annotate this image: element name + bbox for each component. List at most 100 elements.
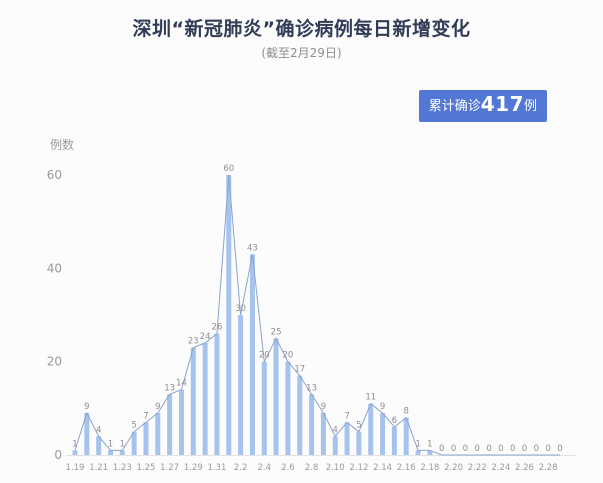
x-tick-label: 2.8 [305, 463, 319, 473]
page-subtitle: (截至2月29日) [261, 46, 342, 60]
bar [368, 403, 374, 455]
bar [107, 450, 113, 455]
bar [391, 427, 397, 455]
value-label: 0 [463, 444, 468, 454]
value-label: 0 [534, 444, 539, 454]
bar [297, 375, 303, 455]
bar [72, 450, 78, 455]
value-label: 8 [404, 407, 409, 417]
bar [332, 436, 338, 455]
value-label: 9 [155, 402, 160, 412]
value-label: 13 [164, 383, 175, 393]
value-label: 20 [283, 351, 294, 361]
value-label: 20 [259, 351, 270, 361]
x-tick-label: 1.29 [184, 463, 203, 473]
bar [344, 422, 350, 455]
bar [202, 343, 208, 455]
badge-total-value: 417 [480, 92, 524, 116]
trend-line [74, 174, 560, 456]
x-tick-label: 2.22 [468, 463, 487, 473]
x-tick-label: 2.10 [326, 463, 345, 473]
bar [249, 254, 255, 455]
x-tick-label: 2.6 [281, 463, 295, 473]
x-tick-label: 2.18 [420, 463, 439, 473]
bar [309, 394, 315, 455]
bar [356, 431, 362, 455]
x-tick-label: 1.31 [207, 463, 226, 473]
value-label: 0 [557, 444, 562, 454]
value-label: 13 [306, 383, 317, 393]
bar [285, 361, 291, 455]
bar [190, 347, 196, 455]
bar [96, 436, 102, 455]
value-label: 7 [344, 411, 349, 421]
value-label: 0 [474, 444, 479, 454]
value-label: 17 [294, 365, 305, 375]
bar [131, 431, 137, 455]
value-label: 1 [120, 439, 125, 449]
bar [226, 175, 232, 455]
bar [238, 315, 244, 455]
value-label: 0 [486, 444, 491, 454]
value-label: 0 [522, 444, 527, 454]
x-tick-label: 2.4 [258, 463, 272, 473]
bar [155, 413, 161, 455]
bar [403, 417, 409, 455]
value-label: 30 [235, 304, 246, 314]
x-tick-label: 1.21 [89, 463, 108, 473]
x-tick-label: 2.20 [444, 463, 463, 473]
value-label: 1 [108, 439, 113, 449]
page-title: 深圳“新冠肺炎”确诊病例每日新增变化 [132, 18, 471, 40]
x-tick-label: 2.26 [515, 463, 534, 473]
x-tick-label: 2.14 [373, 463, 392, 473]
value-label: 5 [356, 421, 361, 431]
cumulative-total-badge: 累计确诊417例 [418, 90, 547, 122]
value-label: 0 [510, 444, 515, 454]
value-label: 5 [131, 421, 136, 431]
value-label: 9 [380, 402, 385, 412]
x-tick-label: 2.28 [539, 463, 558, 473]
value-label: 26 [212, 323, 223, 333]
x-tick-label: 2.24 [491, 463, 510, 473]
bar [214, 333, 220, 455]
bar [84, 413, 90, 455]
badge-suffix-label: 例 [523, 99, 537, 114]
value-label: 0 [498, 444, 503, 454]
x-tick-label: 1.23 [113, 463, 132, 473]
value-label: 24 [200, 332, 211, 342]
x-tick-label: 2.12 [349, 463, 368, 473]
bar [415, 450, 421, 455]
bar [261, 361, 267, 455]
bar [178, 389, 184, 455]
value-label: 0 [545, 444, 550, 454]
x-tick-label: 2.16 [397, 463, 416, 473]
y-tick-label: 40 [47, 261, 62, 275]
value-label: 9 [321, 402, 326, 412]
value-label: 11 [365, 393, 376, 403]
value-label: 14 [176, 379, 187, 389]
value-label: 1 [415, 439, 420, 449]
y-tick-label: 20 [47, 355, 62, 369]
x-tick-label: 1.19 [66, 463, 85, 473]
value-label: 0 [451, 444, 456, 454]
value-label: 4 [333, 425, 338, 435]
value-label: 43 [247, 243, 258, 253]
x-tick-label: 1.27 [160, 463, 179, 473]
value-label: 4 [96, 425, 101, 435]
value-label: 1 [72, 439, 77, 449]
bar [119, 450, 125, 455]
value-label: 25 [271, 327, 282, 337]
bar [427, 450, 433, 455]
bar [143, 422, 149, 455]
x-tick-label: 1.25 [137, 463, 156, 473]
value-label: 9 [84, 402, 89, 412]
bar [167, 394, 173, 455]
value-label: 23 [188, 337, 199, 347]
y-tick-label: 60 [47, 168, 62, 182]
value-label: 60 [223, 164, 234, 174]
y-tick-label: 0 [54, 448, 62, 462]
y-axis-title: 例数 [50, 138, 75, 152]
value-label: 7 [143, 411, 148, 421]
bar [320, 413, 326, 455]
